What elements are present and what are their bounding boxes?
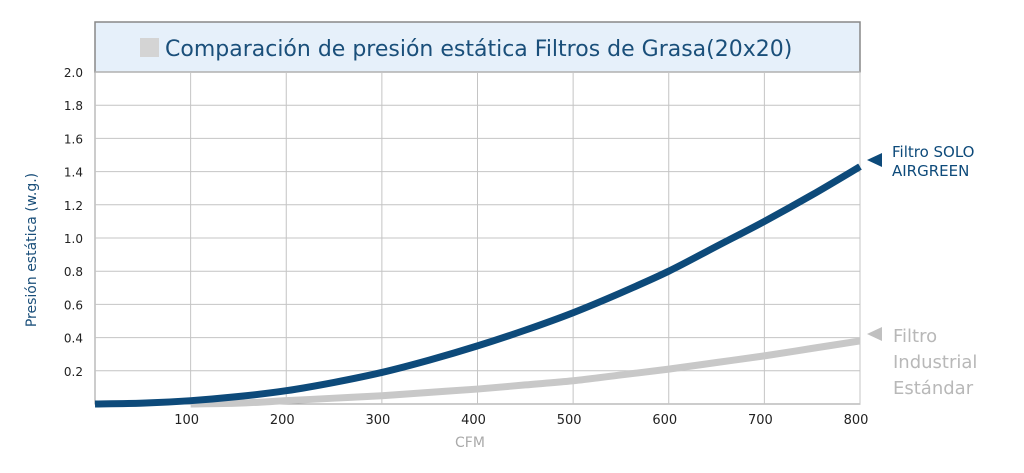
title-box	[94, 21, 861, 73]
y-axis-label: Presión estática (w.g.)	[24, 173, 40, 327]
chart-title: Comparación de presión estática Filtros …	[165, 37, 792, 62]
x-tick-label: 100	[174, 413, 199, 428]
series-line-industrial	[190, 337, 861, 408]
y-tick-label: 0.4	[64, 332, 83, 346]
legend-swatch	[140, 38, 159, 57]
y-tick-label: 1.8	[64, 99, 83, 113]
series-line-airgreen	[94, 163, 862, 408]
x-axis-label: CFM	[455, 435, 485, 451]
y-tick-label: 2.0	[64, 66, 83, 80]
y-tick-label: 0.6	[64, 298, 83, 312]
y-tick-label: 1.2	[64, 199, 83, 213]
y-tick-label: 1.4	[64, 166, 83, 180]
x-tick-label: 400	[461, 413, 486, 428]
x-tick-label: 600	[652, 413, 677, 428]
series2-label-line3: Estándar	[893, 378, 974, 399]
x-tick-label: 800	[844, 413, 869, 428]
y-tick-label: 1.6	[64, 132, 83, 146]
series1-label: Filtro SOLO AIRGREEN	[892, 143, 975, 181]
y-tick-label: 0.8	[64, 265, 83, 279]
series1-pointer-icon	[867, 153, 882, 167]
x-tick-label: 200	[270, 413, 295, 428]
x-tick-label: 300	[365, 413, 390, 428]
x-tick-label: 500	[557, 413, 582, 428]
series1-label-line2: AIRGREEN	[892, 162, 970, 180]
series2-label-line2: Industrial	[893, 352, 978, 373]
y-tick-label: 0.2	[64, 365, 83, 379]
series1-label-line1: Filtro SOLO	[892, 143, 975, 161]
series2-pointer-icon	[867, 327, 882, 341]
x-tick-label: 700	[748, 413, 773, 428]
y-tick-label: 1.0	[64, 232, 83, 246]
series2-label-line1: Filtro	[893, 326, 938, 347]
series2-label: Filtro Industrial Estándar	[893, 324, 977, 402]
